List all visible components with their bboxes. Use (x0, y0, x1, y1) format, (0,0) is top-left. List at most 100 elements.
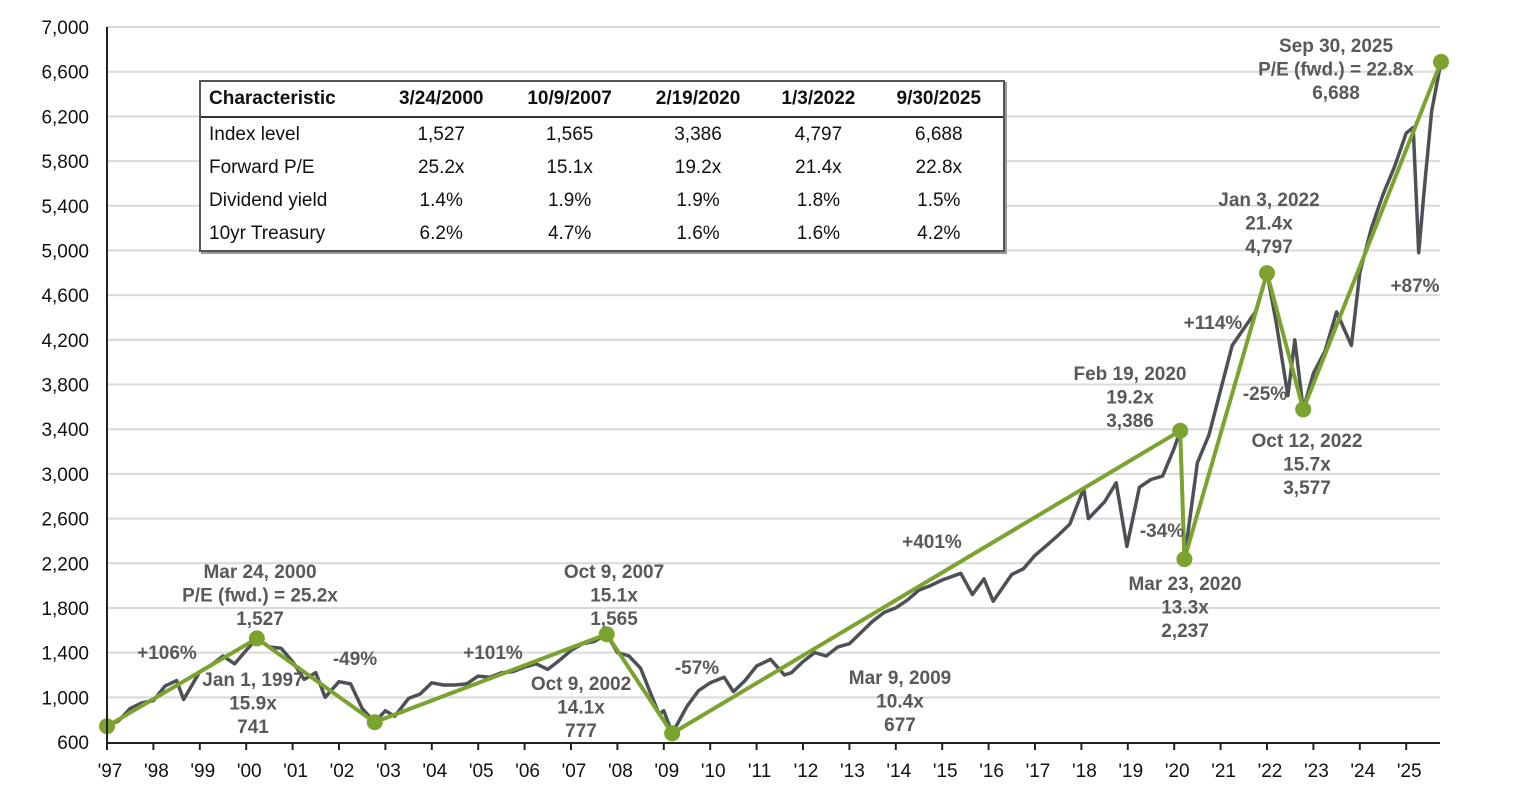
sp500-index-line (106, 61, 1443, 736)
peak-trough-marker (366, 714, 383, 731)
annotation-level: 1,527 (236, 609, 284, 630)
table-cell: 1.9% (547, 189, 592, 211)
x-tick-label: '17 (1026, 761, 1051, 782)
y-tick-label: 3,000 (41, 465, 89, 486)
segment-change-labels: +106% -49% +101% -57% +401% -34% +114% -25% +87% (137, 276, 1440, 679)
table-header-date: 9/30/2025 (874, 82, 1003, 118)
peak-trough-marker (1433, 53, 1449, 70)
y-tick-label: 6,600 (41, 63, 89, 84)
annotation-level: 777 (565, 721, 597, 742)
annotation-date: Mar 24, 2000 (203, 562, 316, 583)
table-cell: 3,386 (674, 123, 722, 145)
x-tick-label: '15 (933, 761, 958, 782)
y-tick-label: 5,800 (41, 152, 89, 173)
y-tick-label: 1,000 (41, 688, 89, 709)
annotation-pe: 13.3x (1161, 598, 1209, 619)
table-header-date: 1/3/2022 (762, 82, 875, 118)
table-cell: 4.2% (917, 222, 961, 244)
peak-trough-marker (598, 626, 615, 643)
segment-change-label: -49% (333, 649, 377, 670)
point-annotation: Feb 19, 2020 19.2x3,386 (1073, 364, 1186, 432)
x-tick-label: '21 (1211, 761, 1236, 782)
x-tick-label: '97 (98, 761, 123, 782)
segment-change-label: -34% (1140, 521, 1184, 542)
segment-change-label: -57% (675, 658, 719, 679)
annotation-pe: 15.9x (229, 694, 277, 715)
point-annotation: Jan 3, 2022 21.4x4,797 (1218, 190, 1319, 258)
table-cell: 1,565 (545, 123, 594, 145)
y-tick-label: 3,800 (41, 376, 89, 397)
x-tick-label: '05 (469, 761, 494, 782)
annotation-pe: P/E (fwd.) = 25.2x (182, 586, 338, 607)
table-cell: 4,797 (794, 123, 843, 145)
x-tick-label: '99 (190, 761, 215, 782)
point-annotation: Sep 30, 2025 P/E (fwd.) = 22.8x6,688 (1258, 36, 1414, 104)
x-tick-label: '23 (1304, 761, 1329, 782)
peak-trough-marker (1176, 551, 1193, 568)
table-header-date: 10/9/2007 (505, 82, 634, 118)
x-tick-label: '98 (144, 761, 169, 782)
annotation-date: Jan 3, 2022 (1218, 190, 1319, 211)
peak-trough-line (105, 61, 1443, 736)
table-cell: 1.8% (796, 189, 841, 211)
table-cell: 1.6% (676, 222, 720, 244)
point-annotation: Mar 24, 2000 P/E (fwd.) = 25.2x1,527 (182, 562, 338, 630)
y-tick-label: 600 (57, 733, 89, 754)
annotation-date: Oct 12, 2022 (1252, 431, 1363, 452)
characteristics-table-box: Characteristic 3/24/2000 10/9/2007 2/19/… (199, 80, 1005, 252)
x-tick-label: '13 (840, 761, 865, 782)
table-row: Index level 1,527 1,565 3,386 4,797 6,68… (201, 117, 1003, 151)
table-cell: 1.4% (419, 189, 463, 211)
axes (106, 27, 1440, 744)
table-row: Forward P/E 25.2x 15.1x 19.2x 21.4x 22.8… (201, 151, 1003, 184)
x-tick-label: '22 (1258, 761, 1283, 782)
table-row-label: Index level (209, 123, 300, 145)
table-cell: 1,527 (417, 123, 465, 145)
table-cell: 4.7% (547, 222, 592, 244)
y-tick-label: 7,000 (41, 18, 89, 39)
x-tick-label: '09 (654, 761, 679, 782)
table-cell: 6.2% (419, 222, 463, 244)
peak-trough-marker (1172, 422, 1189, 439)
y-tick-label: 5,400 (41, 197, 89, 218)
peak-trough-marker (248, 630, 265, 647)
y-tick-label: 6,200 (41, 107, 89, 128)
x-tick-label: '03 (376, 761, 401, 782)
annotation-date: Mar 9, 2009 (849, 668, 951, 689)
x-tick-label: '06 (515, 761, 540, 782)
table-cell: 1.6% (796, 222, 841, 244)
y-tick-label: 2,600 (41, 510, 89, 531)
y-tick-label: 1,400 (41, 644, 89, 665)
x-tick-label: '16 (979, 761, 1004, 782)
segment-change-label: +401% (902, 532, 962, 553)
table-header-characteristic: Characteristic (201, 82, 377, 118)
data-series (99, 53, 1449, 742)
annotation-date: Oct 9, 2007 (564, 562, 664, 583)
peak-trough-marker (1259, 265, 1275, 282)
annotation-level: 1,565 (590, 609, 638, 630)
y-tick-label: 4,200 (41, 331, 89, 352)
x-tick-label: '10 (701, 761, 726, 782)
annotation-pe: 15.7x (1283, 455, 1331, 476)
table-header-date: 3/24/2000 (377, 82, 506, 118)
x-tick-label: '14 (886, 761, 911, 782)
annotation-level: 677 (884, 715, 916, 736)
x-tick-label: '00 (237, 761, 262, 782)
annotation-level: 6,688 (1312, 83, 1360, 104)
point-annotation: Oct 12, 2022 15.7x3,577 (1252, 431, 1363, 499)
table-header-row: Characteristic 3/24/2000 10/9/2007 2/19/… (201, 82, 1003, 118)
x-tick-label: '12 (794, 761, 819, 782)
annotation-date: Jan 1, 1997 (202, 670, 303, 691)
table-cell: 21.4x (795, 156, 842, 178)
table-row-label: Dividend yield (209, 189, 328, 211)
x-tick-label: '01 (283, 761, 308, 782)
y-axis-tick-labels: 600 1,000 1,400 1,800 2,200 2,600 3,000 3,400 3,… (41, 18, 89, 754)
annotation-pe: 21.4x (1245, 214, 1293, 235)
annotation-level: 3,386 (1106, 411, 1154, 432)
peak-trough-marker (664, 725, 681, 742)
annotation-level: 2,237 (1161, 621, 1209, 642)
annotation-date: Oct 9, 2002 (531, 674, 631, 695)
x-tick-label: '04 (422, 761, 447, 782)
